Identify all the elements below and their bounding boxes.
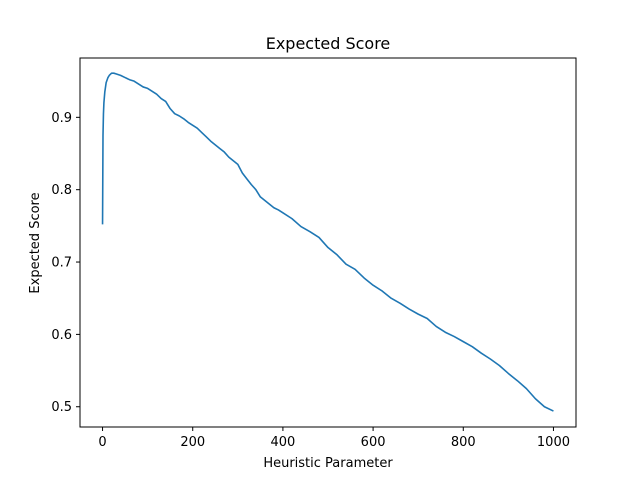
series-line-0	[101, 72, 554, 412]
y-axis: 0.5 0.6 0.7 0.8 0.9	[51, 111, 80, 415]
y-tick-label: 0.7	[51, 256, 72, 271]
y-tick-label: 0.5	[51, 400, 72, 415]
plot-area	[101, 72, 554, 412]
x-tick-label: 400	[270, 435, 295, 450]
y-tick-label: 0.9	[51, 111, 72, 126]
x-axis-label: Heuristic Parameter	[263, 456, 393, 471]
x-tick-label: 800	[451, 435, 476, 450]
y-axis-label: Expected Score	[28, 192, 43, 293]
y-tick-label: 0.8	[51, 183, 72, 198]
chart-title: Expected Score	[266, 34, 391, 53]
x-axis: 0 200 400 600 800 1000	[98, 427, 570, 450]
x-tick-label: 200	[180, 435, 205, 450]
axes-frame	[79, 57, 577, 428]
x-tick-label: 0	[98, 435, 106, 450]
x-tick-label: 600	[361, 435, 386, 450]
y-tick-label: 0.6	[51, 328, 72, 343]
x-tick-label: 1000	[537, 435, 570, 450]
